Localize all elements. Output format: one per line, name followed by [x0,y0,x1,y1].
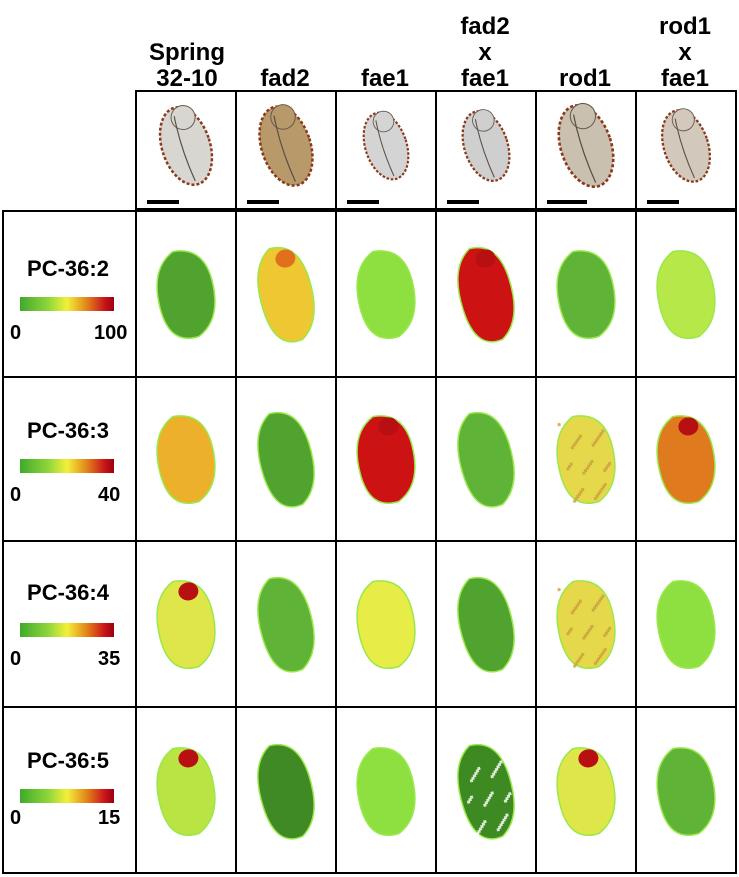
grid-divider [335,90,337,874]
scale-max: 40 [98,484,121,506]
col-header-2: fae1 [335,0,435,92]
heatmap-seed [137,212,235,376]
grid-divider [2,706,737,708]
heatmap-seed [537,212,635,376]
grid-divider [2,540,737,542]
col-header-line: fae1 [460,65,510,92]
col-header-line: fae1 [360,65,410,92]
seed-micrograph [637,92,735,208]
lipid-name: PC-36:5 [27,748,109,773]
scale-min: 0 [10,322,22,344]
lipid-name: PC-36:4 [27,580,109,605]
col-header-line: 32-10 [156,65,218,92]
col-header-line: fad2 [260,65,310,92]
heatmap-seed [637,378,735,540]
heatmap-seed [237,708,335,874]
heatmap-seed [137,542,235,706]
scale-min: 0 [10,648,22,670]
heatmap-seed [537,542,635,706]
heatmap-seed [237,212,335,376]
col-header-line: fad2 [460,13,510,40]
scale-max: 15 [98,807,121,829]
grid-divider [235,90,237,874]
lipid-name: PC-36:2 [27,256,109,281]
scale-max: 35 [98,648,121,670]
col-header-line: x [478,39,492,66]
grid-divider [535,90,537,874]
lipid-name: PC-36:3 [27,418,109,443]
heatmap-seed [437,212,535,376]
seed-micrograph [337,92,435,208]
col-header-4: rod1 [535,0,635,92]
seed-micrograph [137,92,235,208]
grid-divider [435,90,437,874]
heatmap-seed [437,378,535,540]
heatmap-seed [537,708,635,874]
seed-micrograph [237,92,335,208]
color-scale-bar [20,297,114,311]
scale-min: 0 [10,807,22,829]
grid-divider [135,90,137,874]
heatmap-seed [437,708,535,874]
col-header-line: rod1 [558,65,611,92]
scale-max: 100 [94,322,128,344]
heatmap-seed [337,212,435,376]
seed-micrograph [437,92,535,208]
heatmap-seed [637,542,735,706]
heatmap-seed [537,378,635,540]
col-header-3: fad2 x fae1 [435,0,535,92]
color-scale-bar [20,623,114,637]
col-header-1: fad2 [235,0,335,92]
heatmap-seed [237,542,335,706]
color-scale-bar [20,789,114,803]
heatmap-seed [137,708,235,874]
col-header-line: Spring [149,39,225,66]
heatmap-seed [437,542,535,706]
col-header-5: rod1 x fae1 [635,0,735,92]
grid-divider [635,90,637,874]
seed-micrograph [537,92,635,208]
row-label-2: PC-36:4 0 35 [2,542,134,706]
heatmap-seed [637,708,735,874]
heatmap-seed [237,378,335,540]
col-header-line: rod1 [658,13,711,40]
grid-divider [2,376,737,378]
col-header-line: x [678,39,692,66]
heatmap-seed [337,708,435,874]
heatmap-seed [637,212,735,376]
row-label-3: PC-36:5 0 15 [2,708,134,874]
color-scale-bar [20,459,114,473]
heatmap-seed [137,378,235,540]
row-label-1: PC-36:3 0 40 [2,378,134,540]
heatmap-grid [2,210,737,874]
row-label-0: PC-36:2 0 100 [2,212,134,376]
col-header-line: fae1 [660,65,710,92]
col-header-0: Spring 32-10 [137,0,237,92]
heatmap-seed [337,542,435,706]
scale-min: 0 [10,484,22,506]
heatmap-seed [337,378,435,540]
